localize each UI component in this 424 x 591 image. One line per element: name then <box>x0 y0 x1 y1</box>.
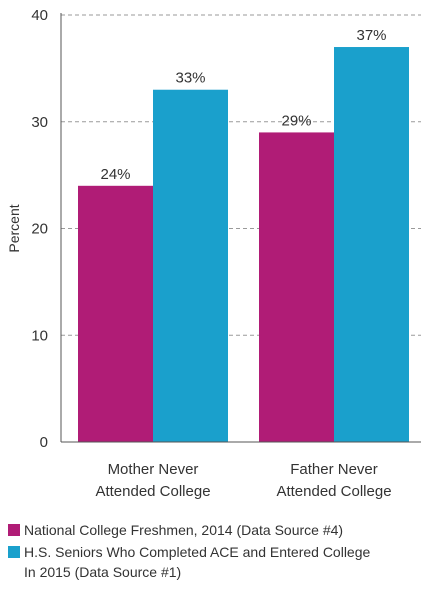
y-tick-label-30: 30 <box>31 114 48 131</box>
bar-mother-series-2 <box>153 89 228 442</box>
legend-swatch-hs-seniors <box>8 546 20 558</box>
x-category-label-mother-line-1: Mother Never <box>108 461 199 478</box>
legend-item-hs-seniors: H.S. Seniors Who Completed ACE and Enter… <box>8 542 418 582</box>
bar-father-series-1 <box>259 132 334 443</box>
bar-label-father-series-1: 29% <box>281 112 311 129</box>
legend-swatch-national-freshmen <box>8 524 20 536</box>
x-category-label-father-line-1: Father Never <box>290 461 378 478</box>
bar-chart: 0 10 20 30 40 Percent 24% 33% Mother Never Attend… <box>6 7 421 500</box>
legend-label-hs-seniors-line-2: In 2015 (Data Source #1) <box>24 564 182 580</box>
legend-label-national-freshmen: National College Freshmen, 2014 (Data So… <box>24 522 344 538</box>
bar-label-father-series-2: 37% <box>356 27 386 44</box>
legend-label-hs-seniors-line-1: H.S. Seniors Who Completed ACE and Enter… <box>24 544 371 560</box>
legend-item-national-freshmen: National College Freshmen, 2014 (Data So… <box>8 520 418 540</box>
x-category-label-father-line-2: Attended College <box>276 483 391 500</box>
x-category-label-mother-line-2: Attended College <box>95 483 210 500</box>
y-axis-title: Percent <box>6 204 22 252</box>
legend: National College Freshmen, 2014 (Data So… <box>8 520 418 584</box>
y-tick-label-0: 0 <box>40 434 48 451</box>
legend-label-hs-seniors: H.S. Seniors Who Completed ACE and Enter… <box>24 542 370 582</box>
bar-father-series-2 <box>334 47 409 443</box>
y-tick-label-40: 40 <box>31 7 48 24</box>
bar-label-mother-series-2: 33% <box>175 70 205 87</box>
y-tick-label-10: 10 <box>31 327 48 344</box>
bar-mother-series-1 <box>78 185 153 443</box>
bar-label-mother-series-1: 24% <box>100 166 130 183</box>
y-tick-label-20: 20 <box>31 221 48 238</box>
